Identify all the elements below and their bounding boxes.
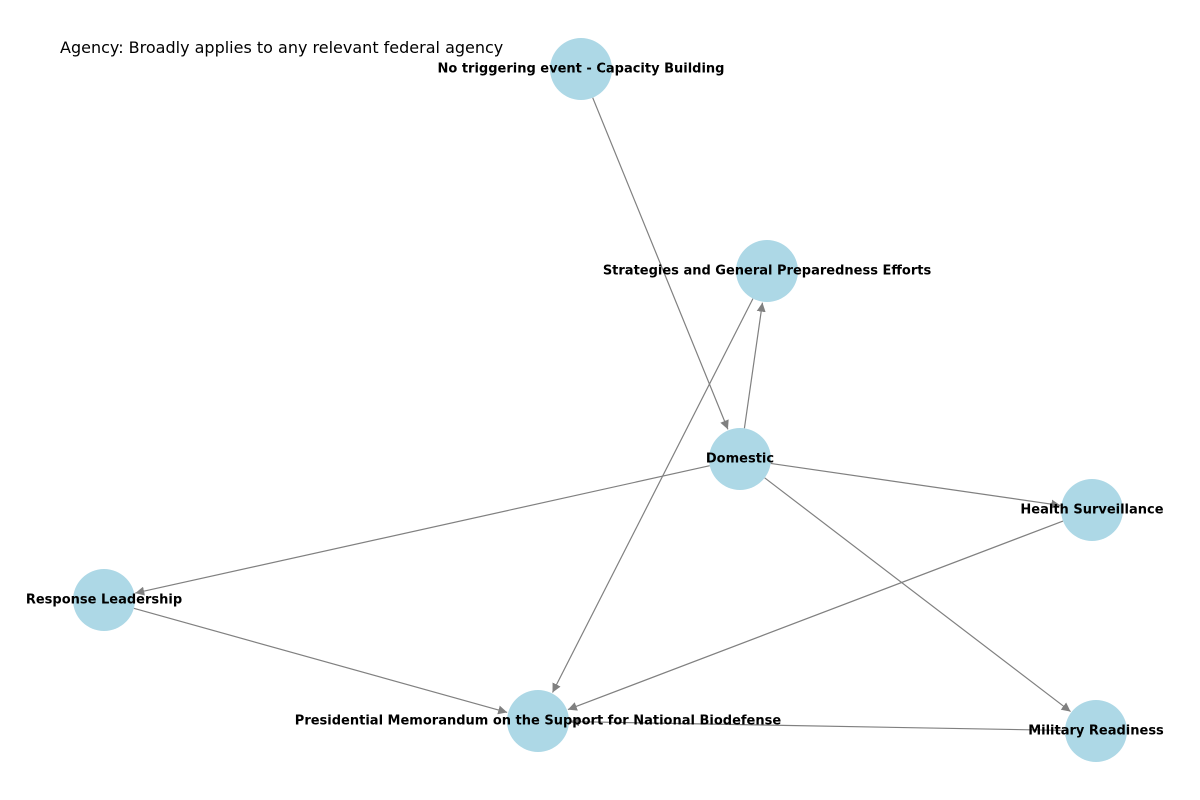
edge-domestic-to-health-surveillance: [770, 462, 1061, 509]
labels-layer: No triggering event - Capacity Building S…: [26, 62, 1164, 739]
edge-domestic-to-strategies: [743, 302, 766, 429]
node-label-response-leadership: Response Leadership: [26, 593, 182, 608]
edge-domestic-to-military-readiness: [764, 477, 1071, 713]
node-presidential-memo: [507, 690, 569, 752]
edge-health-surveillance-to-presidential-memo: [567, 520, 1064, 711]
node-no-trigger: [550, 38, 612, 100]
node-strategies: [736, 240, 798, 302]
node-military-readiness: [1065, 700, 1127, 762]
node-domestic: [709, 428, 771, 490]
edge-strategies-to-presidential-memo: [551, 298, 754, 693]
edge-domestic-to-response-leadership: [135, 465, 710, 596]
node-label-military-readiness: Military Readiness: [1028, 724, 1164, 739]
node-health-surveillance: [1061, 479, 1123, 541]
edges-layer: [133, 97, 1071, 732]
node-label-presidential-memo: Presidential Memorandum on the Support f…: [295, 714, 782, 729]
node-label-strategies: Strategies and General Preparedness Effo…: [603, 264, 932, 279]
nodes-layer: [73, 38, 1127, 762]
node-response-leadership: [73, 569, 135, 631]
edge-response-leadership-to-presidential-memo: [133, 607, 508, 715]
agency-annotation: Agency: Broadly applies to any relevant …: [60, 38, 504, 57]
edge-military-readiness-to-presidential-memo: [569, 717, 1066, 732]
node-label-domestic: Domestic: [706, 452, 774, 467]
node-label-health-surveillance: Health Surveillance: [1020, 503, 1163, 518]
edge-no-trigger-to-domestic: [592, 97, 729, 430]
node-label-no-trigger: No triggering event - Capacity Building: [438, 62, 725, 77]
